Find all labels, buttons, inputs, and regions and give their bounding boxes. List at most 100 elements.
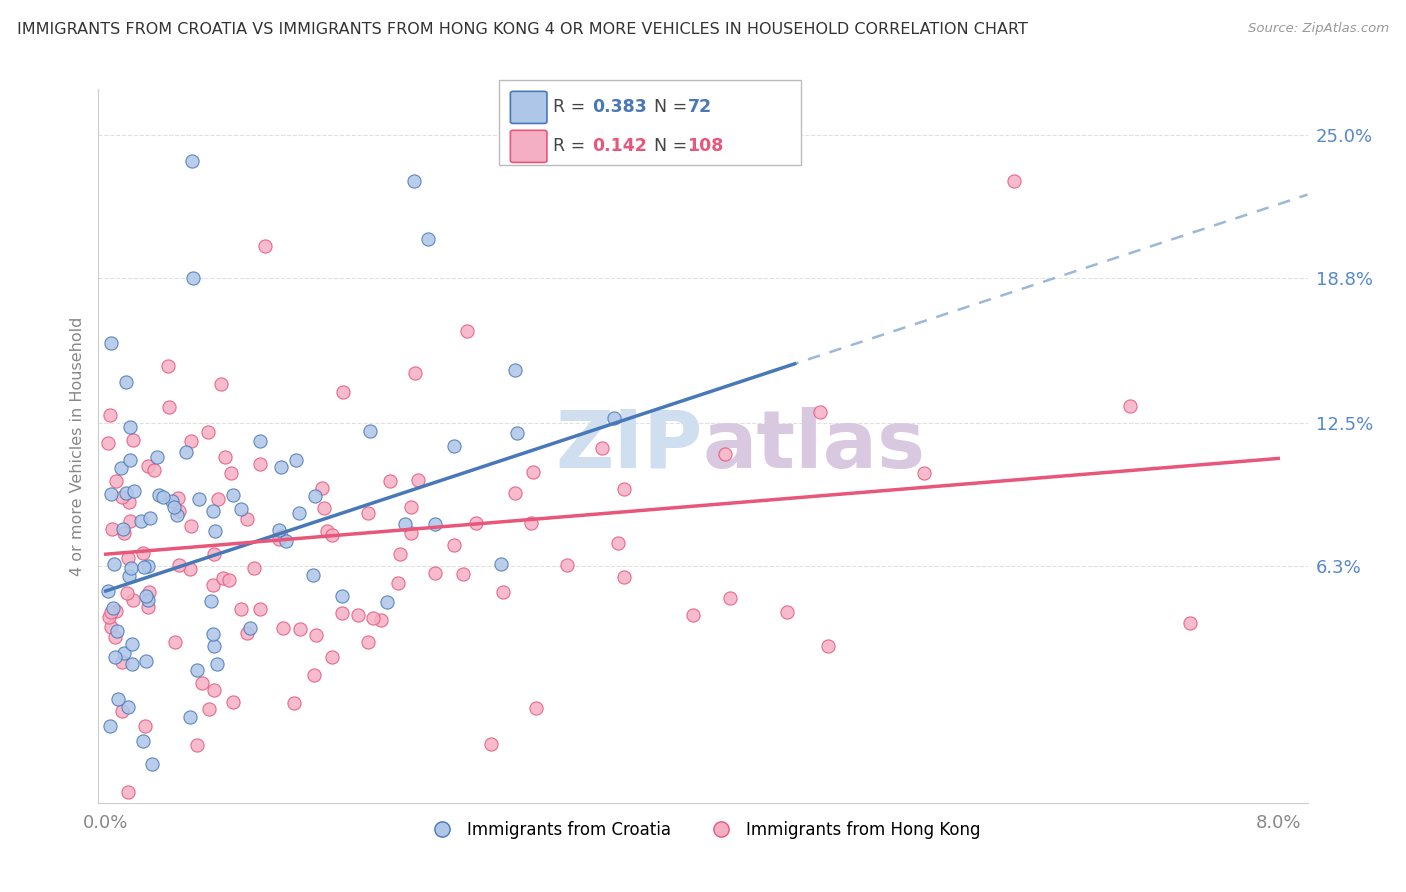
Point	[249, 457, 271, 471]
Point	[138, 511, 160, 525]
Point	[202, 547, 225, 561]
Point	[114, 486, 136, 500]
Point	[107, 692, 129, 706]
Text: atlas: atlas	[703, 407, 927, 485]
Point	[135, 589, 157, 603]
Point	[148, 488, 170, 502]
Point	[103, 557, 125, 571]
Point	[808, 405, 831, 419]
Point	[218, 574, 240, 588]
Point	[603, 411, 626, 425]
Point	[359, 424, 381, 438]
Point	[121, 657, 143, 672]
Point	[111, 704, 134, 718]
Point	[682, 607, 704, 622]
Point	[167, 504, 190, 518]
Point	[270, 460, 292, 475]
Point	[134, 719, 156, 733]
Point	[418, 232, 440, 246]
Point	[132, 733, 155, 747]
Point	[157, 400, 180, 414]
Point	[100, 487, 122, 501]
Point	[132, 546, 155, 560]
Point	[101, 600, 124, 615]
Point	[120, 561, 142, 575]
Point	[118, 569, 141, 583]
Point	[98, 408, 121, 422]
Point	[110, 656, 132, 670]
Point	[1180, 616, 1202, 631]
Point	[284, 453, 307, 467]
Text: N =: N =	[654, 98, 693, 116]
Point	[332, 384, 354, 399]
Text: N =: N =	[654, 137, 693, 155]
Point	[112, 522, 135, 536]
Point	[142, 463, 165, 477]
Point	[121, 637, 143, 651]
Point	[817, 640, 839, 654]
Point	[301, 567, 323, 582]
Point	[288, 507, 311, 521]
Point	[356, 635, 378, 649]
Point	[136, 592, 159, 607]
Point	[236, 512, 259, 526]
Point	[254, 239, 277, 253]
Point	[117, 700, 139, 714]
Point	[167, 491, 190, 505]
Point	[776, 605, 799, 619]
Point	[105, 604, 128, 618]
Point	[97, 436, 120, 450]
Point	[100, 335, 122, 350]
Point	[197, 425, 219, 439]
Point	[270, 529, 292, 543]
Point	[186, 663, 208, 677]
Point	[387, 576, 409, 591]
Point	[249, 601, 271, 615]
Point	[201, 504, 224, 518]
Point	[200, 593, 222, 607]
Point	[222, 488, 245, 502]
Point	[489, 557, 512, 571]
Y-axis label: 4 or more Vehicles in Household: 4 or more Vehicles in Household	[69, 317, 84, 575]
Point	[187, 491, 209, 506]
Point	[209, 376, 232, 391]
Point	[394, 517, 416, 532]
Point	[138, 585, 160, 599]
Point	[283, 696, 305, 710]
Point	[555, 558, 578, 572]
Point	[503, 362, 526, 376]
Point	[357, 506, 380, 520]
Point	[347, 608, 370, 623]
Point	[202, 683, 225, 698]
Point	[138, 559, 160, 574]
Point	[115, 586, 138, 600]
Point	[229, 501, 252, 516]
Point	[465, 516, 488, 530]
Point	[505, 485, 527, 500]
Point	[186, 739, 208, 753]
Point	[312, 500, 335, 515]
Point	[136, 600, 159, 615]
Point	[249, 434, 271, 448]
Text: 72: 72	[688, 98, 711, 116]
Point	[118, 514, 141, 528]
Point	[117, 785, 139, 799]
Point	[401, 526, 423, 541]
Point	[179, 710, 201, 724]
Point	[714, 446, 737, 460]
Point	[198, 702, 221, 716]
Point	[146, 450, 169, 464]
Point	[361, 611, 384, 625]
Point	[214, 450, 236, 464]
Point	[316, 524, 339, 538]
Point	[204, 524, 226, 538]
Point	[239, 621, 262, 635]
Point	[305, 628, 328, 642]
Point	[205, 657, 228, 671]
Point	[112, 646, 135, 660]
Point	[100, 522, 122, 536]
Point	[122, 433, 145, 447]
Point	[122, 592, 145, 607]
Point	[274, 533, 297, 548]
Point	[321, 528, 343, 542]
